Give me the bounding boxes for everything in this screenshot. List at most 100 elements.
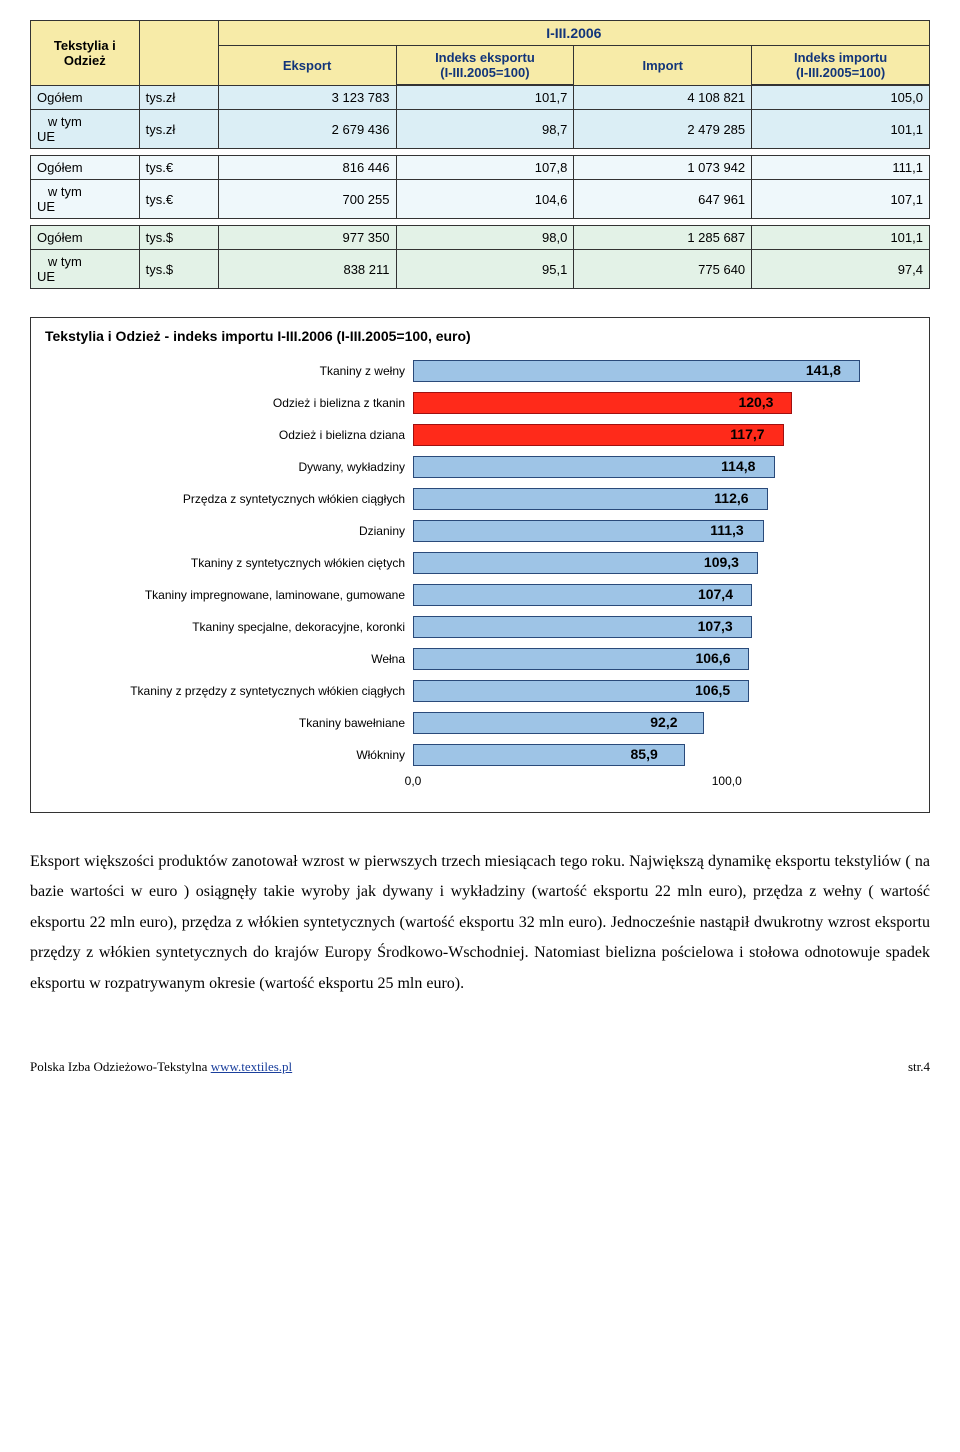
bar-value: 106,5 [695, 682, 730, 698]
chart-bar-row: Dzianiny 111,3 [45, 518, 915, 544]
cell: 101,7 [396, 86, 574, 110]
body-paragraph: Eksport większości produktów zanotował w… [30, 847, 930, 999]
cell: 107,8 [396, 156, 574, 180]
row-unit: tys.€ [139, 156, 218, 180]
footer-org: Polska Izba Odzieżowo-Tekstylna [30, 1059, 211, 1074]
bar [413, 360, 860, 382]
bar-value: 114,8 [721, 458, 755, 474]
row-unit: tys.€ [139, 180, 218, 219]
chart-bar-row: Dywany, wykładziny 114,8 [45, 454, 915, 480]
cell: 775 640 [574, 250, 752, 289]
row-unit: tys.$ [139, 250, 218, 289]
chart-title: Tekstylia i Odzież - indeks importu I-II… [45, 328, 915, 344]
cell: 107,1 [752, 180, 930, 219]
chart-bar-row: Odzież i bielizna z tkanin 120,3 [45, 390, 915, 416]
chart-x-axis: 0,0100,0 [413, 774, 915, 794]
row-label: Ogółem [31, 156, 140, 180]
cell: 98,7 [396, 110, 574, 149]
col-eksport: Eksport [218, 46, 396, 86]
row-label: Ogółem [31, 86, 140, 110]
bar-value: 109,3 [704, 554, 739, 570]
row-label: w tymUE [31, 180, 140, 219]
bar-value: 117,7 [730, 426, 764, 442]
bar-value: 141,8 [806, 362, 841, 378]
chart-bar-row: Tkaniny impregnowane, laminowane, gumowa… [45, 582, 915, 608]
bar-label: Włókniny [45, 748, 413, 762]
chart-bar-row: Przędza z syntetycznych włókien ciągłych… [45, 486, 915, 512]
chart-bar-row: Tkaniny specjalne, dekoracyjne, koronki 1… [45, 614, 915, 640]
bar-label: Odzież i bielizna z tkanin [45, 396, 413, 410]
bar-label: Tkaniny bawełniane [45, 716, 413, 730]
col-idx-eksport: Indeks eksportu (I-III.2005=100) [396, 46, 574, 85]
axis-tick: 0,0 [405, 774, 422, 788]
chart-bar-row: Tkaniny z przędzy z syntetycznych włókie… [45, 678, 915, 704]
chart-bar-row: Włókniny 85,9 [45, 742, 915, 768]
table-title: Tekstylia i Odzież [31, 21, 140, 86]
bar-value: 111,3 [710, 522, 744, 538]
bar-value: 107,4 [698, 586, 733, 602]
cell: 2 679 436 [218, 110, 396, 149]
bar-value: 106,6 [695, 650, 730, 666]
table-row: Ogółemtys.$977 35098,01 285 687101,1 [31, 226, 930, 250]
bar-value: 107,3 [698, 618, 733, 634]
cell: 816 446 [218, 156, 396, 180]
table-row: w tymUEtys.zł2 679 43698,72 479 285101,1 [31, 110, 930, 149]
bar-value: 120,3 [738, 394, 773, 410]
bar [413, 424, 784, 446]
summary-table: Tekstylia i Odzież I-III.2006 Eksport In… [30, 20, 930, 289]
cell: 977 350 [218, 226, 396, 250]
bar-value: 112,6 [714, 490, 748, 506]
col-idx-import: Indeks importu (I-III.2005=100) [752, 46, 930, 85]
footer-link[interactable]: www.textiles.pl [211, 1059, 292, 1074]
cell: 4 108 821 [574, 86, 752, 110]
cell: 838 211 [218, 250, 396, 289]
cell: 97,4 [752, 250, 930, 289]
bar-label: Tkaniny z syntetycznych włókien ciętych [45, 556, 413, 570]
row-label: w tymUE [31, 110, 140, 149]
table-row: w tymUEtys.$838 21195,1775 64097,4 [31, 250, 930, 289]
cell: 647 961 [574, 180, 752, 219]
cell: 104,6 [396, 180, 574, 219]
bar [413, 392, 792, 414]
cell: 98,0 [396, 226, 574, 250]
page-footer: Polska Izba Odzieżowo-Tekstylna www.text… [30, 1059, 930, 1075]
table-row: w tymUEtys.€700 255104,6647 961107,1 [31, 180, 930, 219]
cell: 2 479 285 [574, 110, 752, 149]
page-number: str.4 [908, 1059, 930, 1075]
bar-label: Odzież i bielizna dziana [45, 428, 413, 442]
row-unit: tys.$ [139, 226, 218, 250]
cell: 111,1 [752, 156, 930, 180]
row-label: Ogółem [31, 226, 140, 250]
cell: 1 073 942 [574, 156, 752, 180]
cell: 1 285 687 [574, 226, 752, 250]
chart-bar-row: Wełna 106,6 [45, 646, 915, 672]
row-unit: tys.zł [139, 110, 218, 149]
chart-bar-row: Odzież i bielizna dziana 117,7 [45, 422, 915, 448]
chart-bar-row: Tkaniny z syntetycznych włókien ciętych 1… [45, 550, 915, 576]
bar-label: Dywany, wykładziny [45, 460, 413, 474]
bar-label: Tkaniny impregnowane, laminowane, gumowa… [45, 588, 413, 602]
cell: 105,0 [752, 86, 930, 110]
row-label: w tymUE [31, 250, 140, 289]
bar-label: Tkaniny specjalne, dekoracyjne, koronki [45, 620, 413, 634]
chart-bar-row: Tkaniny z wełny 141,8 [45, 358, 915, 384]
bar-label: Przędza z syntetycznych włókien ciągłych [45, 492, 413, 506]
col-import: Import [574, 46, 752, 86]
bar-label: Tkaniny z wełny [45, 364, 413, 378]
bar-value: 85,9 [631, 746, 658, 762]
cell: 101,1 [752, 110, 930, 149]
cell: 101,1 [752, 226, 930, 250]
bar-label: Wełna [45, 652, 413, 666]
bar-label: Dzianiny [45, 524, 413, 538]
cell: 3 123 783 [218, 86, 396, 110]
import-index-chart: Tekstylia i Odzież - indeks importu I-II… [30, 317, 930, 813]
row-unit: tys.zł [139, 86, 218, 110]
bar-label: Tkaniny z przędzy z syntetycznych włókie… [45, 684, 413, 698]
cell: 700 255 [218, 180, 396, 219]
bar-value: 92,2 [650, 714, 677, 730]
cell: 95,1 [396, 250, 574, 289]
chart-bar-row: Tkaniny bawełniane 92,2 [45, 710, 915, 736]
axis-tick: 100,0 [712, 774, 742, 788]
period-header: I-III.2006 [218, 21, 929, 46]
table-row: Ogółemtys.€816 446107,81 073 942111,1 [31, 156, 930, 180]
